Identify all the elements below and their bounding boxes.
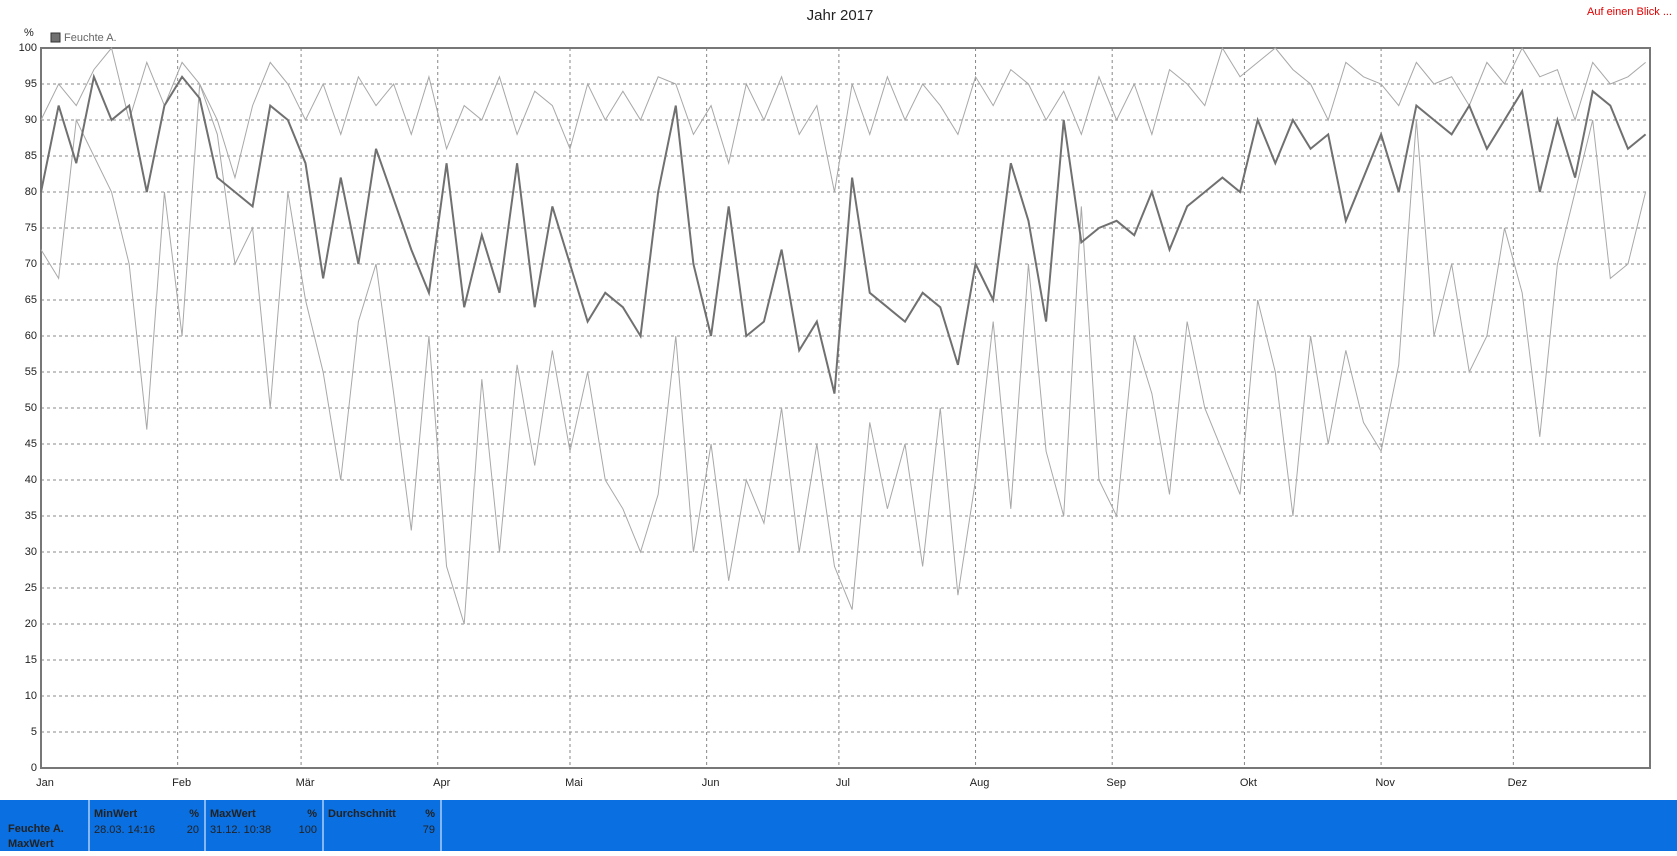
- y-tick-label: 25: [25, 582, 37, 594]
- column-unit: %: [425, 808, 435, 820]
- y-tick-label: 0: [31, 762, 37, 774]
- y-tick-label: 75: [25, 222, 37, 234]
- y-tick-label: 60: [25, 330, 37, 342]
- x-tick-label: Apr: [433, 777, 450, 789]
- x-tick-label: Aug: [970, 777, 990, 789]
- column-time: 28.03. 14:16: [94, 824, 155, 836]
- y-tick-label: 10: [25, 690, 37, 702]
- x-tick-label: Dez: [1508, 777, 1528, 789]
- column-header: MinWert: [94, 808, 138, 820]
- y-tick-label: 40: [25, 474, 37, 486]
- column-header: Durchschnitt: [328, 808, 396, 820]
- x-tick-label: Nov: [1375, 777, 1395, 789]
- row-label: Feuchte A.: [8, 823, 64, 835]
- y-tick-label: 50: [25, 402, 37, 414]
- y-tick-label: 30: [25, 546, 37, 558]
- column-unit: %: [189, 808, 199, 820]
- y-tick-label: 100: [19, 42, 37, 54]
- row-sublabel: MaxWert: [8, 838, 54, 850]
- y-tick-label: 20: [25, 618, 37, 630]
- column-unit: %: [307, 808, 317, 820]
- y-tick-label: 15: [25, 654, 37, 666]
- y-tick-label: 85: [25, 150, 37, 162]
- chart-title: Jahr 2017: [807, 7, 874, 24]
- x-tick-label: Okt: [1240, 777, 1257, 789]
- y-tick-label: 35: [25, 510, 37, 522]
- y-tick-label: 90: [25, 114, 37, 126]
- data-line: [40, 83, 1647, 625]
- column-time: 31.12. 10:38: [210, 824, 271, 836]
- summary-panel: [0, 800, 1677, 851]
- y-tick-label: 70: [25, 258, 37, 270]
- legend-swatch: [50, 32, 61, 43]
- x-tick-label: Sep: [1106, 777, 1126, 789]
- plot-frame: [40, 47, 1651, 769]
- column-value: 20: [187, 824, 199, 836]
- x-tick-label: Feb: [172, 777, 191, 789]
- column-value: 79: [423, 824, 435, 836]
- y-tick-label: 80: [25, 186, 37, 198]
- x-tick-label: Jul: [836, 777, 850, 789]
- y-tick-label: 5: [31, 726, 37, 738]
- y-axis-label: %: [24, 27, 34, 39]
- y-tick-label: 55: [25, 366, 37, 378]
- column-value: 100: [299, 824, 317, 836]
- column-header: MaxWert: [210, 808, 256, 820]
- overview-link[interactable]: Auf einen Blick ...: [1587, 6, 1672, 18]
- data-line: [40, 46, 1646, 193]
- x-tick-label: Mär: [296, 777, 315, 789]
- x-tick-label: Jun: [702, 777, 720, 789]
- y-tick-label: 95: [25, 78, 37, 90]
- legend-label: Feuchte A.: [64, 32, 117, 44]
- x-tick-label: Jan: [36, 777, 54, 789]
- y-tick-label: 65: [25, 294, 37, 306]
- y-tick-label: 45: [25, 438, 37, 450]
- data-line: [40, 73, 1647, 394]
- x-tick-label: Mai: [565, 777, 583, 789]
